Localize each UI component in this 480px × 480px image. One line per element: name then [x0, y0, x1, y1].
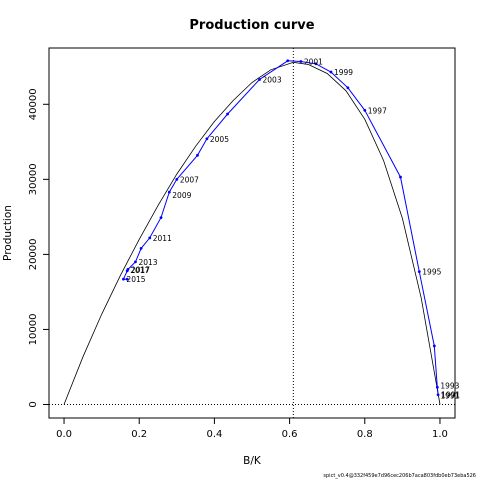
footer-version: spict_v0.4@332f459e7d96cec206b7aca803fdb… — [323, 473, 476, 479]
x-tick-label: 0.6 — [282, 429, 298, 440]
trajectory-point — [286, 59, 290, 63]
y-tick-label: 30000 — [28, 163, 39, 195]
y-tick-label: 40000 — [28, 88, 39, 120]
x-tick-label: 0.8 — [357, 429, 373, 440]
trajectory-point — [363, 108, 367, 112]
year-label: 1999 — [334, 68, 353, 77]
trajectory-point — [329, 70, 333, 74]
year-label: 2011 — [153, 234, 172, 243]
y-tick-label: 10000 — [28, 314, 39, 346]
trajectory-point — [346, 86, 350, 90]
trajectory-point — [417, 270, 421, 274]
trajectory-point — [399, 175, 402, 179]
year-label: 2005 — [210, 135, 229, 144]
x-tick-label: 0.0 — [56, 429, 72, 440]
trajectory-point — [435, 385, 439, 389]
trajectory-point — [196, 153, 199, 157]
trajectory-point — [432, 344, 436, 348]
year-label: 2001 — [304, 58, 323, 67]
y-tick-label: 0 — [28, 401, 39, 407]
production-curve-line — [63, 61, 441, 405]
y-axis-label: Production — [2, 205, 14, 261]
axes: 0.0 0.2 0.4 0.6 0.8 1.0 0 10000 20000 30000 40000 — [28, 88, 448, 440]
trajectory-point — [258, 78, 261, 81]
year-label: 1995 — [422, 268, 441, 277]
year-label: 2017 — [131, 265, 150, 274]
trajectory-point — [125, 277, 129, 281]
y-tick-label: 20000 — [28, 238, 39, 270]
trajectory-point — [205, 137, 209, 141]
trajectory-point — [436, 393, 440, 397]
trajectory-point — [299, 60, 303, 63]
trajectory-point — [122, 277, 125, 281]
x-tick-label: 0.4 — [206, 429, 222, 440]
year-label: 1993 — [440, 382, 459, 391]
trajectory-point — [134, 260, 137, 264]
year-label: 2003 — [263, 76, 282, 85]
chart-title: Production curve — [189, 18, 314, 33]
year-label: 2015 — [126, 275, 145, 284]
year-label: 2007 — [180, 175, 199, 184]
x-tick-label: 1.0 — [432, 429, 448, 440]
year-label: 2013 — [138, 258, 157, 267]
plot-frame — [48, 47, 456, 419]
trajectory-point — [159, 216, 163, 220]
trajectory-line — [122, 60, 439, 395]
year-label: 1991 — [441, 391, 460, 400]
trajectory-point — [139, 246, 143, 250]
year-label: 2009 — [172, 191, 191, 200]
trajectory-point — [314, 62, 318, 66]
x-axis-label: B/K — [243, 455, 262, 467]
trajectory-point — [167, 190, 171, 194]
trajectory-point — [125, 269, 129, 273]
trajectory-point — [148, 236, 152, 240]
trajectory-point — [175, 177, 179, 181]
chart-marks: 1991199119931995199719992001200320052007… — [49, 48, 460, 418]
trajectory-point — [226, 112, 229, 116]
year-label: 2017 — [130, 266, 149, 275]
x-tick-label: 0.2 — [131, 429, 147, 440]
year-label: 1997 — [368, 106, 387, 115]
year-label: 1991 — [440, 391, 459, 400]
